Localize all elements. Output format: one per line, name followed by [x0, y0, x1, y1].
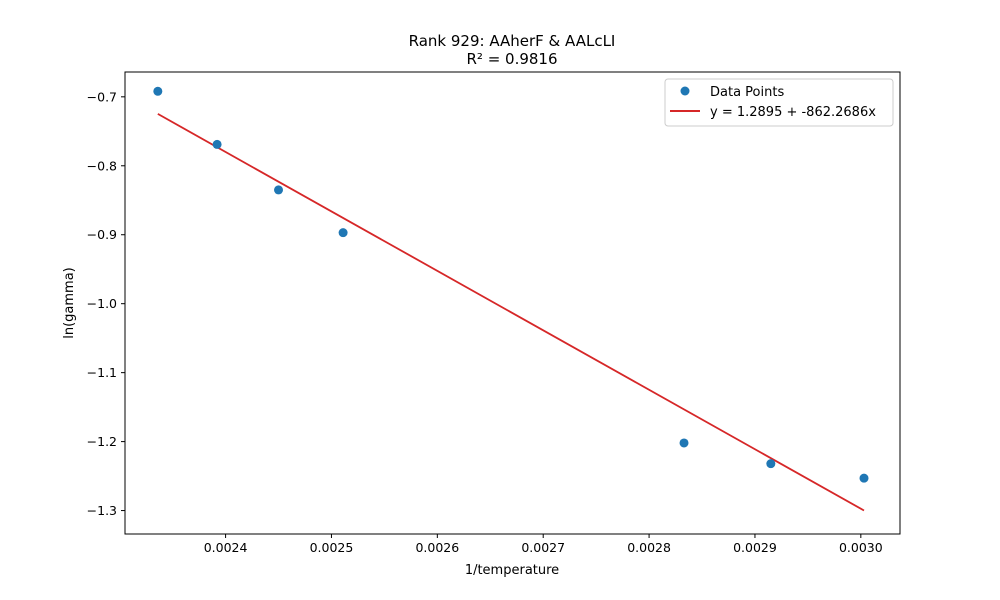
- y-tick-label: −0.8: [87, 158, 117, 173]
- y-axis-label: ln(gamma): [62, 267, 77, 339]
- data-point: [859, 473, 869, 483]
- data-points-series: [153, 86, 869, 483]
- data-point: [274, 185, 284, 195]
- y-tick-label: −1.1: [87, 365, 117, 380]
- legend-box: [664, 78, 894, 127]
- data-point: [679, 438, 689, 448]
- y-tick-label: −0.7: [87, 89, 117, 104]
- x-tick-label: 0.0027: [521, 540, 565, 555]
- x-tick-label: 0.0026: [415, 540, 459, 555]
- data-point: [766, 459, 776, 469]
- fit-line: [157, 113, 865, 512]
- x-axis-label: 1/temperature: [465, 563, 559, 578]
- y-tick-label: −1.0: [87, 296, 117, 311]
- y-tick-label: −1.2: [87, 434, 117, 449]
- legend-label-data-points: Data Points: [710, 85, 784, 100]
- x-tick-label: 0.0024: [204, 540, 248, 555]
- x-tick-label: 0.0028: [627, 540, 671, 555]
- y-tick-label: −0.9: [87, 227, 117, 242]
- legend-label-fit-line: y = 1.2895 + -862.2686x: [710, 105, 876, 120]
- chart-title-group: Rank 929: AAherF & AALcLI R² = 0.9816: [409, 32, 616, 68]
- x-axis-ticks: 0.0024 0.0025 0.0026 0.0027 0.0028 0.0029 0.00…: [204, 534, 883, 555]
- x-tick-label: 0.0030: [839, 540, 883, 555]
- x-tick-label: 0.0025: [310, 540, 354, 555]
- data-point: [212, 139, 222, 149]
- chart-title: Rank 929: AAherF & AALcLI: [409, 32, 616, 50]
- fit-line-series: [157, 113, 865, 512]
- data-point: [153, 86, 163, 96]
- data-point: [338, 228, 348, 238]
- y-tick-label: −1.3: [87, 503, 117, 518]
- x-tick-label: 0.0029: [733, 540, 777, 555]
- chart-subtitle: R² = 0.9816: [466, 50, 557, 68]
- y-axis-ticks: −0.7 −0.8 −0.9 −1.0 −1.1 −1.2 −1.3: [87, 89, 125, 518]
- plot-area: [124, 71, 901, 535]
- legend-marker-data-points: [680, 86, 690, 96]
- legend: Data Points y = 1.2895 + -862.2686x: [664, 78, 894, 127]
